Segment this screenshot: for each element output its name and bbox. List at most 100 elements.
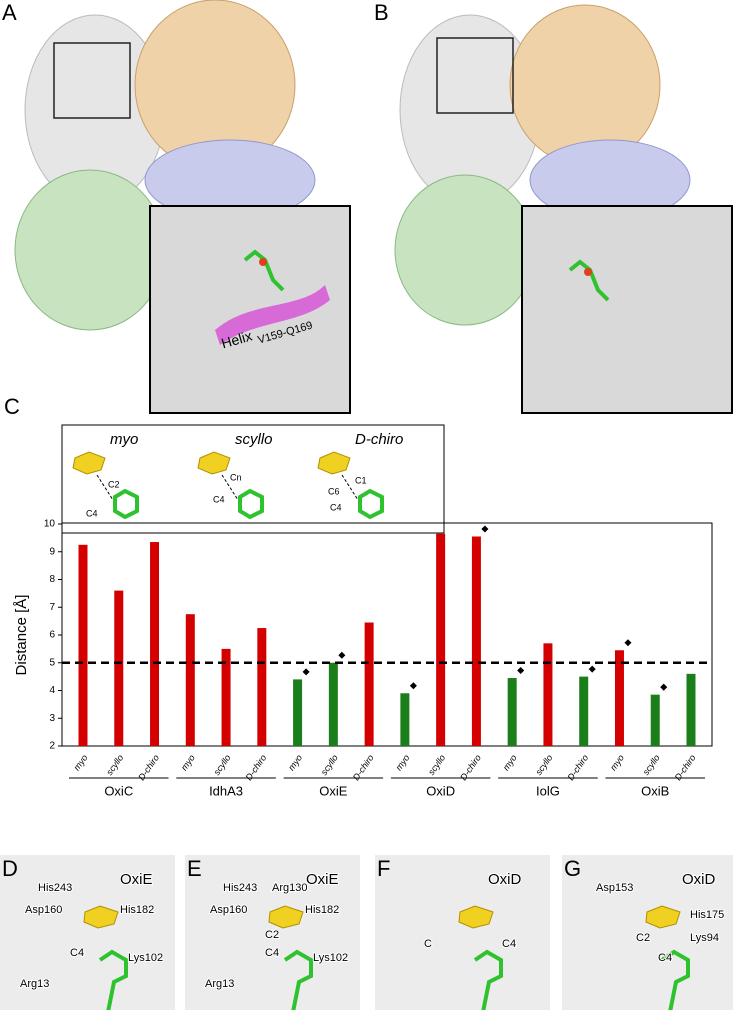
ligand-atom	[259, 258, 267, 266]
bar	[614, 650, 624, 746]
atom-label: C4	[86, 508, 98, 518]
y-tick-label: 10	[44, 519, 56, 530]
residue-label: His182	[305, 904, 339, 916]
x-tick-label: myo	[501, 753, 519, 773]
group-label: IolG	[536, 783, 560, 798]
y-tick-label: 6	[49, 630, 55, 641]
atom-label: C4	[330, 502, 342, 512]
y-tick-label: 5	[49, 657, 55, 668]
sugar	[83, 905, 119, 929]
panel-label: F	[377, 856, 390, 881]
y-axis-label: Distance [Å]	[13, 595, 30, 676]
x-tick-label: scyllo	[533, 753, 554, 777]
residue-label: C2	[265, 929, 279, 941]
bar	[150, 542, 160, 746]
bar	[471, 536, 481, 746]
marker	[588, 665, 596, 673]
residue-label: His243	[38, 882, 72, 894]
bar	[185, 614, 195, 746]
y-tick-label: 7	[49, 602, 55, 613]
sugar	[458, 905, 494, 929]
residue-label: Arg13	[20, 978, 49, 990]
sugar-name: scyllo	[235, 431, 273, 448]
marker	[481, 525, 489, 533]
sugar	[268, 905, 304, 929]
bar	[507, 678, 517, 746]
x-tick-label: scyllo	[319, 753, 340, 777]
bar	[686, 673, 696, 746]
sugar	[317, 451, 351, 475]
x-tick-label: myo	[72, 753, 90, 773]
atom-label: C1	[355, 475, 367, 485]
x-tick-label: myo	[608, 753, 626, 773]
y-tick-label: 2	[49, 741, 55, 752]
residue-label: Arg13	[205, 978, 234, 990]
residue-label: Asp160	[210, 904, 247, 916]
group-label: OxiE	[319, 783, 348, 798]
residue-label: C4	[70, 947, 84, 959]
marker	[660, 683, 668, 691]
y-tick-label: 8	[49, 574, 55, 585]
group-label: IdhA3	[209, 783, 243, 798]
x-tick-label: scyllo	[104, 753, 125, 777]
residue-label: Lys102	[128, 952, 163, 964]
marker	[517, 666, 525, 675]
nicotinamide	[358, 488, 384, 520]
bar	[579, 676, 589, 746]
sugar	[72, 451, 106, 475]
panel-label: G	[564, 856, 581, 881]
residue-label: C4	[265, 947, 279, 959]
group-label: OxiB	[641, 783, 669, 798]
protein-name: OxiE	[306, 871, 339, 888]
residue-label: His175	[690, 909, 724, 921]
panel-label: B	[374, 0, 389, 25]
group-label: OxiD	[426, 783, 455, 798]
bar	[257, 628, 267, 746]
atom-label: C2	[108, 479, 120, 489]
bar	[436, 533, 446, 746]
bar	[328, 662, 338, 746]
residue-label: C2	[636, 932, 650, 944]
marker	[302, 668, 310, 676]
x-tick-label: myo	[286, 753, 304, 773]
group-label: OxiC	[104, 783, 133, 798]
residue-label: Lys94	[690, 932, 719, 944]
ligand	[473, 949, 503, 1010]
bar	[114, 590, 124, 746]
x-tick-label: myo	[394, 753, 412, 773]
sugar-name: myo	[110, 431, 138, 448]
sugar-name: D-chiro	[355, 431, 403, 448]
marker	[624, 639, 632, 647]
ligand	[283, 949, 313, 1010]
sugar	[645, 905, 681, 929]
residue-label: His182	[120, 904, 154, 916]
residue-label: C	[424, 938, 432, 950]
ligand-atom	[584, 268, 592, 276]
marker	[338, 651, 346, 659]
ligand	[660, 949, 690, 1010]
atom-label: C4	[213, 494, 225, 504]
bar	[543, 643, 553, 746]
atom-label: C6	[328, 486, 340, 496]
panel-label: C	[4, 394, 20, 419]
nicotinamide	[113, 488, 139, 520]
panel-label: D	[2, 856, 18, 881]
sugar	[197, 451, 231, 475]
bottom-structures	[0, 855, 733, 1010]
bar	[364, 622, 374, 746]
bar	[78, 544, 88, 746]
x-tick-label: scyllo	[426, 753, 447, 777]
plot-frame	[61, 522, 713, 747]
panel-label: E	[187, 856, 202, 881]
structure-a	[14, 0, 351, 414]
residue-label: His243	[223, 882, 257, 894]
residue-label: Asp153	[596, 882, 633, 894]
protein-name: OxiD	[488, 871, 522, 888]
ligand	[98, 949, 128, 1010]
residue-label: Asp160	[25, 904, 62, 916]
x-tick-label: myo	[179, 753, 197, 773]
bar	[293, 679, 303, 746]
x-tick-label: scyllo	[641, 753, 662, 777]
residue-label: C4	[658, 952, 672, 964]
